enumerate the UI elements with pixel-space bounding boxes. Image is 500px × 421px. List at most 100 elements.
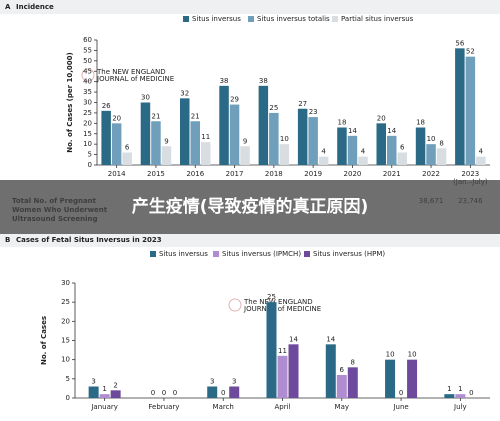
watermark: JOURNAL of MEDICINE	[243, 305, 321, 313]
bar	[387, 135, 397, 165]
panel-label: A	[5, 3, 11, 11]
bar	[436, 148, 447, 165]
x-tick-label: January	[90, 403, 118, 411]
value-label: 0	[151, 389, 155, 397]
value-label: 32	[180, 89, 189, 97]
bar	[277, 355, 288, 398]
legend-label: Situs inversus (IPMCH)	[222, 250, 301, 258]
bar	[347, 135, 358, 165]
overlay: 产生疫情(导致疫情的真正原因)	[0, 180, 500, 234]
x-tick-label: 2018	[265, 170, 283, 178]
value-label: 6	[400, 144, 405, 152]
bar	[110, 390, 121, 398]
value-label: 11	[278, 347, 287, 355]
y-tick-label: 45	[83, 67, 92, 75]
bar	[376, 123, 386, 165]
value-label: 0	[221, 389, 225, 397]
x-tick-label: 2020	[344, 170, 362, 178]
y-tick-label: 25	[83, 109, 92, 117]
x-tick-label: April	[275, 403, 291, 411]
legend-label: Situs inversus (HPM)	[313, 250, 385, 258]
value-label: 18	[416, 119, 425, 127]
x-tick-label: February	[148, 403, 179, 411]
y-tick-label: 55	[83, 46, 92, 54]
value-label: 56	[455, 39, 464, 47]
legend-swatch	[150, 251, 156, 257]
value-label: 20	[112, 114, 121, 122]
value-label: 2	[113, 381, 117, 389]
y-tick-label: 50	[83, 57, 92, 65]
bar	[122, 152, 132, 165]
value-label: 10	[427, 135, 436, 143]
bar	[444, 394, 455, 398]
bar	[385, 359, 396, 398]
bar	[415, 127, 426, 165]
bar	[308, 117, 318, 165]
y-tick-label: 15	[83, 130, 92, 138]
watermark-logo	[81, 68, 95, 82]
value-label: 4	[321, 148, 326, 156]
bar	[476, 156, 486, 165]
bar	[455, 48, 465, 166]
value-label: 6	[125, 144, 130, 152]
value-label: 18	[337, 119, 346, 127]
y-tick-label: 0	[88, 161, 92, 169]
x-tick-label: May	[335, 403, 349, 411]
bar	[358, 156, 368, 165]
x-tick-label: 2022	[422, 170, 440, 178]
value-label: 38	[259, 77, 268, 85]
x-tick-label: 2019	[304, 170, 322, 178]
value-label: 21	[151, 112, 160, 120]
value-label: 27	[298, 100, 307, 108]
value-label: 14	[387, 127, 396, 135]
legend-swatch	[304, 251, 310, 257]
value-label: 23	[309, 108, 318, 116]
y-tick-label: 25	[61, 298, 70, 306]
value-label: 4	[479, 148, 484, 156]
value-label: 0	[469, 389, 473, 397]
y-tick-label: 5	[66, 375, 70, 383]
bar	[407, 359, 418, 398]
bar	[325, 344, 336, 398]
value-label: 20	[377, 114, 386, 122]
value-label: 29	[230, 96, 239, 104]
value-label: 52	[466, 48, 475, 56]
value-label: 10	[386, 351, 395, 359]
value-label: 11	[201, 133, 210, 141]
panel-title: Incidence	[16, 3, 54, 11]
bar	[337, 127, 347, 165]
bar	[101, 110, 111, 165]
value-label: 1	[458, 385, 462, 393]
watermark: The NEW ENGLAND	[96, 68, 166, 76]
x-tick-label: 2017	[226, 170, 244, 178]
overlay-caption: 产生疫情(导致疫情的真正原因)	[131, 196, 369, 217]
value-label: 1	[102, 385, 106, 393]
x-tick-label: 2021	[383, 170, 401, 178]
value-label: 4	[361, 148, 366, 156]
watermark-logo	[228, 298, 242, 312]
y-tick-label: 30	[83, 99, 92, 107]
y-tick-label: 0	[66, 394, 70, 402]
bar	[297, 108, 308, 165]
value-label: 3	[232, 378, 236, 386]
y-tick-label: 10	[61, 356, 70, 364]
legend-label: Situs inversus	[192, 15, 241, 23]
bar	[151, 121, 161, 165]
bar	[266, 302, 277, 398]
bar	[426, 144, 436, 165]
value-label: 9	[164, 137, 168, 145]
value-label: 21	[191, 112, 200, 120]
x-tick-label: 2016	[186, 170, 204, 178]
bar	[99, 394, 110, 398]
bar	[288, 344, 299, 398]
value-label: 25	[269, 104, 278, 112]
bar	[240, 146, 250, 165]
y-tick-label: 60	[83, 36, 92, 44]
y-tick-label: 35	[83, 88, 92, 96]
bar	[229, 386, 240, 398]
x-tick-label: June	[392, 403, 408, 411]
value-label: 0	[162, 389, 166, 397]
bar	[336, 375, 347, 398]
value-label: 26	[102, 102, 111, 110]
